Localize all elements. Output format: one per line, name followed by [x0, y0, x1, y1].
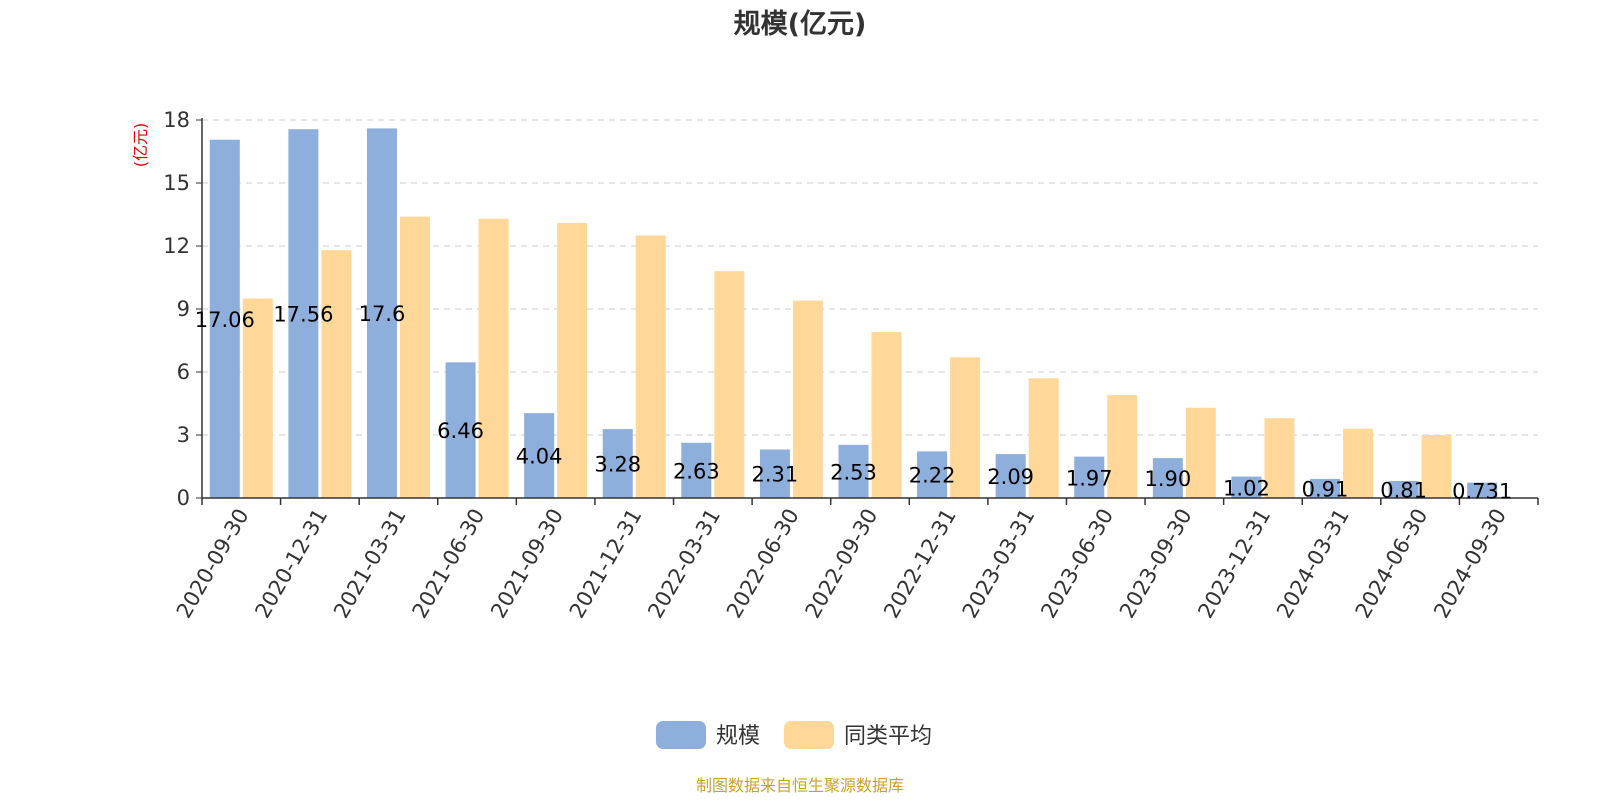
data-label: 2.09 — [987, 465, 1034, 489]
x-tick-label: 2023-06-30 — [1036, 505, 1118, 623]
bar-peer-average — [1264, 418, 1295, 498]
bar-peer-average — [1343, 428, 1374, 498]
legend-label: 规模 — [716, 724, 760, 749]
data-label: 2.31 — [752, 463, 799, 487]
bar-peer-average — [792, 300, 823, 498]
data-label: 4.04 — [516, 445, 563, 469]
bar-peer-average — [1185, 407, 1216, 498]
legend-swatch — [784, 721, 834, 749]
data-label: 3.28 — [594, 453, 641, 477]
x-tick-label: 2023-12-31 — [1193, 505, 1275, 623]
bar-scale — [759, 449, 790, 498]
x-tick-label: 2024-03-31 — [1272, 505, 1354, 623]
x-tick-label: 2020-12-31 — [250, 505, 332, 623]
x-tick-label: 2022-09-30 — [801, 505, 883, 623]
x-tick-label: 2022-03-31 — [643, 505, 725, 623]
data-label: 6.46 — [437, 419, 484, 443]
bar-peer-average — [1421, 435, 1452, 498]
bar-peer-average — [1028, 378, 1059, 498]
source-note: 制图数据来自恒生聚源数据库 — [696, 776, 904, 795]
data-label: 1.02 — [1223, 476, 1270, 500]
bar-peer-average — [242, 298, 273, 498]
x-tick-label: 2021-03-31 — [329, 505, 411, 623]
bar-scale — [288, 129, 319, 499]
bar-scale — [1231, 476, 1262, 498]
data-label: 2.22 — [909, 464, 956, 488]
chart-title: 规模(亿元) — [734, 9, 867, 40]
y-tick-label: 15 — [163, 171, 190, 195]
data-label: 2.53 — [830, 460, 877, 484]
bar-peer-average — [871, 332, 902, 498]
bar-peer-average — [478, 218, 509, 498]
legend-swatch — [656, 721, 706, 749]
x-tick-label: 2023-09-30 — [1115, 505, 1197, 623]
data-label: 17.56 — [273, 303, 333, 327]
data-label: 17.6 — [359, 302, 406, 326]
y-tick-label: 0 — [177, 486, 190, 510]
data-label: 17.06 — [195, 308, 255, 332]
bar-scale — [602, 429, 633, 498]
x-tick-label: 2022-12-31 — [879, 505, 961, 623]
y-tick-label: 12 — [163, 234, 190, 258]
bar-peer-average — [321, 250, 352, 498]
bar-scale — [1310, 478, 1341, 498]
bars — [209, 128, 1498, 499]
y-axis-label: (亿元) — [131, 123, 150, 168]
bar-peer-average — [714, 271, 745, 498]
bar-peer-average — [399, 216, 430, 498]
x-tick-label: 2021-06-30 — [408, 505, 490, 623]
legend-label: 同类平均 — [844, 724, 932, 749]
bar-scale — [1388, 480, 1419, 498]
bar-scale — [366, 128, 397, 498]
legend: 规模 同类平均 — [656, 721, 932, 749]
bar-peer-average — [1107, 395, 1138, 498]
data-label: 2.63 — [673, 459, 720, 483]
bar-scale — [917, 451, 948, 498]
data-labels: 17.06 17.56 17.6 6.46 4.04 3.28 2.63 2.31 2.53 2.… — [195, 302, 1513, 503]
data-label: 1.97 — [1066, 466, 1113, 490]
bar-scale — [1152, 458, 1183, 498]
y-tick-label: 3 — [177, 423, 190, 447]
x-tick-label: 2024-06-30 — [1351, 505, 1433, 623]
bar-scale — [445, 362, 476, 498]
y-tick-label: 6 — [177, 360, 190, 384]
x-tick-label: 2024-09-30 — [1429, 505, 1511, 623]
bar-peer-average — [557, 222, 588, 498]
bar-scale — [681, 442, 712, 498]
bar-scale — [1074, 456, 1105, 498]
bar-peer-average — [635, 235, 666, 498]
data-label: 1.90 — [1144, 467, 1191, 491]
x-tick-label: 2021-12-31 — [565, 505, 647, 623]
bar-scale — [1467, 482, 1498, 498]
bar-scale — [209, 139, 240, 499]
bar-scale — [838, 444, 869, 498]
data-label: 0.731 — [1452, 479, 1512, 503]
y-tick-label: 18 — [163, 108, 190, 132]
bar-scale — [524, 413, 555, 498]
x-tick-label: 2022-06-30 — [722, 505, 804, 623]
x-tick-label: 2023-03-31 — [958, 505, 1040, 623]
y-tick-label: 9 — [177, 297, 190, 321]
data-label: 0.81 — [1380, 478, 1427, 502]
bar-peer-average — [950, 357, 981, 498]
x-tick-label: 2021-09-30 — [486, 505, 568, 623]
x-tick-label: 2020-09-30 — [172, 505, 254, 623]
bar-scale — [995, 454, 1026, 498]
data-label: 0.91 — [1302, 477, 1349, 501]
